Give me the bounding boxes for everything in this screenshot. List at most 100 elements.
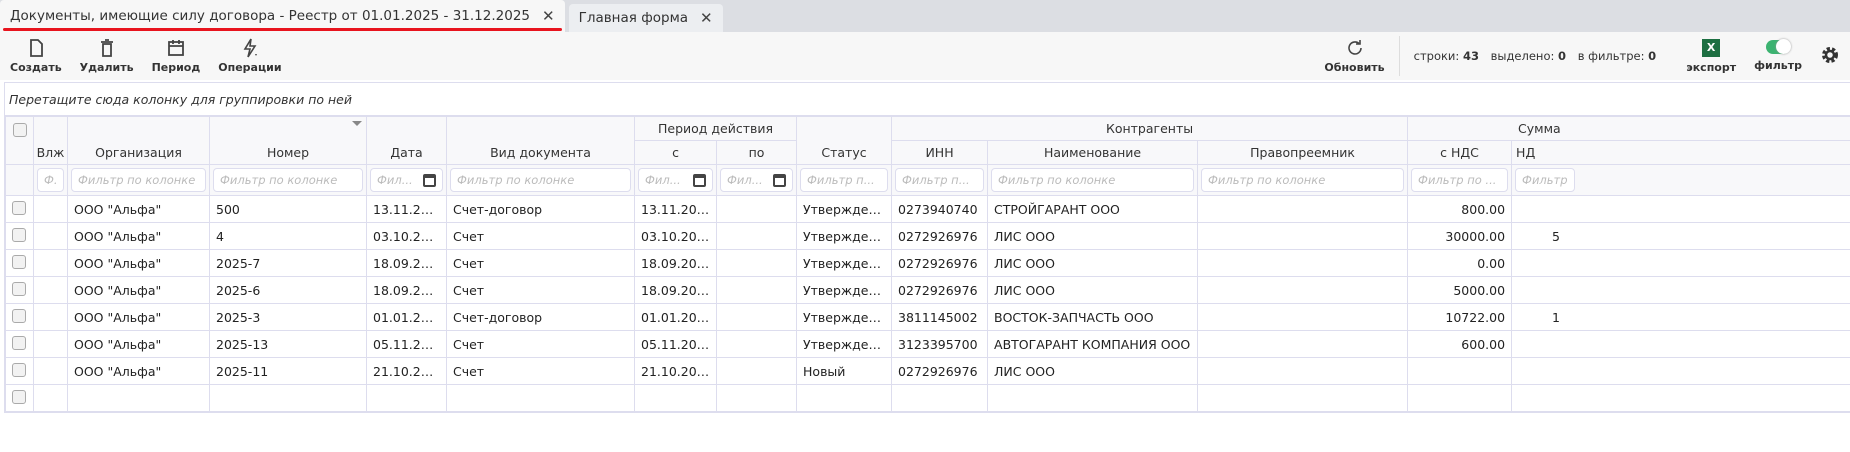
filter-toggle[interactable]: фильтр: [1754, 39, 1802, 72]
filter-name-input[interactable]: Фильтр по колонке: [991, 168, 1195, 192]
cell-name: [987, 384, 1199, 412]
cell-from: 05.11.2025: [634, 330, 717, 358]
tab-label: Главная форма: [578, 10, 689, 26]
group-panel[interactable]: Перетащите сюда колонку для группировки …: [5, 83, 1850, 116]
cell-organization: ООО "Альфа": [67, 276, 210, 304]
cell-number: 500: [209, 195, 367, 223]
calendar-icon[interactable]: [773, 173, 787, 187]
cell-organization: ООО "Альфа": [67, 222, 210, 250]
row-checkbox[interactable]: [12, 227, 26, 242]
cell-from: 21.10.2025: [634, 357, 717, 385]
cell-successor: [1197, 249, 1409, 277]
col-organization[interactable]: Организация: [67, 116, 210, 165]
period-button[interactable]: Период: [152, 38, 200, 74]
tab-registry[interactable]: Документы, имеющие силу договора - Реест…: [0, 0, 565, 32]
row-select-cell: [5, 195, 34, 223]
cell-doctype: [446, 384, 635, 412]
col-with-vat[interactable]: с НДС: [1407, 140, 1513, 165]
col-vat[interactable]: НД: [1511, 140, 1850, 165]
group-header-counterparties: Контрагенты: [891, 116, 1409, 141]
col-to[interactable]: по: [715, 140, 798, 165]
close-icon[interactable]: ✕: [542, 7, 555, 25]
calendar-icon[interactable]: [423, 173, 436, 187]
select-all-checkbox[interactable]: [12, 123, 27, 137]
table-row[interactable]: ООО "Альфа" 500 13.11.2025 Счет-договор 13.1…: [5, 195, 1850, 223]
cell-date: 18.09.2025: [366, 249, 447, 277]
filter-date-input[interactable]: Фил...: [370, 168, 443, 192]
sort-desc-icon[interactable]: [352, 121, 362, 126]
trash-icon: [100, 39, 113, 57]
col-number[interactable]: Номер: [209, 116, 367, 165]
col-successor[interactable]: Правопреемник: [1197, 140, 1409, 165]
row-checkbox[interactable]: [12, 281, 26, 296]
filter-doctype-input[interactable]: Фильтр по колонке: [450, 168, 631, 192]
cell-to: [715, 303, 798, 331]
cell-number: 2025-6: [209, 276, 367, 304]
refresh-button[interactable]: Обновить: [1324, 38, 1385, 74]
cell-to: [715, 330, 798, 358]
filter-successor-input[interactable]: Фильтр по колонке: [1201, 168, 1405, 192]
row-checkbox[interactable]: [12, 362, 26, 377]
table-row[interactable]: ООО "Альфа" 2025-11 21.10.2025 Счет 21.10.20…: [5, 357, 1850, 385]
create-button[interactable]: Создать: [10, 38, 62, 74]
tab-main-form[interactable]: Главная форма ✕: [568, 4, 723, 32]
calendar-icon[interactable]: [693, 173, 706, 187]
filter-vat-input[interactable]: Фильтр: [1515, 168, 1576, 192]
cell-organization: ООО "Альфа": [67, 330, 210, 358]
rows-label: строки:: [1413, 49, 1460, 63]
cell-doctype: Счет: [446, 357, 635, 385]
table-row[interactable]: ООО "Альфа" 2025-7 18.09.2025 Счет 18.09.202…: [5, 249, 1850, 277]
cell-to: [715, 249, 798, 277]
operations-button[interactable]: Операции: [218, 38, 282, 74]
filter-to-input[interactable]: Фил...: [720, 168, 794, 192]
document-icon: [29, 39, 43, 57]
divider: [1398, 36, 1400, 76]
filter-attach-input[interactable]: Ф.: [37, 168, 64, 192]
lightning-icon: [243, 38, 257, 58]
col-from[interactable]: с: [634, 140, 717, 165]
table-row[interactable]: [5, 384, 1850, 412]
filter-placeholder: Фил...: [377, 173, 413, 187]
table-row[interactable]: ООО "Альфа" 4 03.10.2025 Счет 03.10.2025 Утве…: [5, 222, 1850, 250]
col-status[interactable]: Статус: [796, 116, 893, 165]
filter-cell: Фил...: [715, 164, 798, 196]
cell-number: [209, 384, 367, 412]
row-checkbox[interactable]: [12, 254, 26, 269]
cell-number: 2025-7: [209, 249, 367, 277]
cell-inn: 0272926976: [891, 357, 989, 385]
refresh-label: Обновить: [1324, 61, 1385, 74]
filter-from-input[interactable]: Фил...: [638, 168, 713, 192]
col-date[interactable]: Дата: [366, 116, 447, 165]
cell-date: 18.09.2025: [366, 276, 447, 304]
filter-number-input[interactable]: Фильтр по колонке: [213, 168, 363, 192]
row-checkbox[interactable]: [12, 200, 26, 215]
col-attach[interactable]: Влж: [33, 116, 68, 165]
gear-icon: [1822, 46, 1838, 63]
filter-cell: Фил...: [366, 164, 447, 196]
close-icon[interactable]: ✕: [700, 9, 713, 27]
table-row[interactable]: ООО "Альфа" 2025-3 01.01.2025 Счет-договор 0…: [5, 303, 1850, 331]
col-doctype[interactable]: Вид документа: [446, 116, 635, 165]
cell-doctype: Счет: [446, 330, 635, 358]
cell-status: Утвержден ...: [796, 330, 893, 358]
row-checkbox[interactable]: [12, 389, 26, 404]
cell-status: Утвержден ...: [796, 222, 893, 250]
row-checkbox[interactable]: [12, 308, 26, 323]
row-checkbox[interactable]: [12, 335, 26, 350]
cell-name: ВОСТОК-ЗАПЧАСТЬ ООО: [987, 303, 1199, 331]
col-inn[interactable]: ИНН: [891, 140, 989, 165]
filter-status-input[interactable]: Фильтр п...: [800, 168, 889, 192]
col-name[interactable]: Наименование: [987, 140, 1199, 165]
settings-button[interactable]: [1820, 45, 1840, 68]
table-row[interactable]: ООО "Альфа" 2025-13 05.11.2025 Счет 05.11.20…: [5, 330, 1850, 358]
delete-button[interactable]: Удалить: [80, 38, 134, 74]
filter-with-vat-input[interactable]: Фильтр по ...: [1411, 168, 1509, 192]
table-row[interactable]: ООО "Альфа" 2025-6 18.09.2025 Счет 18.09.202…: [5, 276, 1850, 304]
toggle-switch-icon[interactable]: [1766, 39, 1792, 54]
toolbar: Создать Удалить Период Операции Обновить…: [0, 32, 1850, 80]
filter-org-input[interactable]: Фильтр по колонке: [71, 168, 206, 192]
cell-with-vat: 0.00: [1407, 249, 1513, 277]
filter-cell: Фильтр по колонке: [1197, 164, 1409, 196]
filter-inn-input[interactable]: Фильтр п...: [895, 168, 985, 192]
